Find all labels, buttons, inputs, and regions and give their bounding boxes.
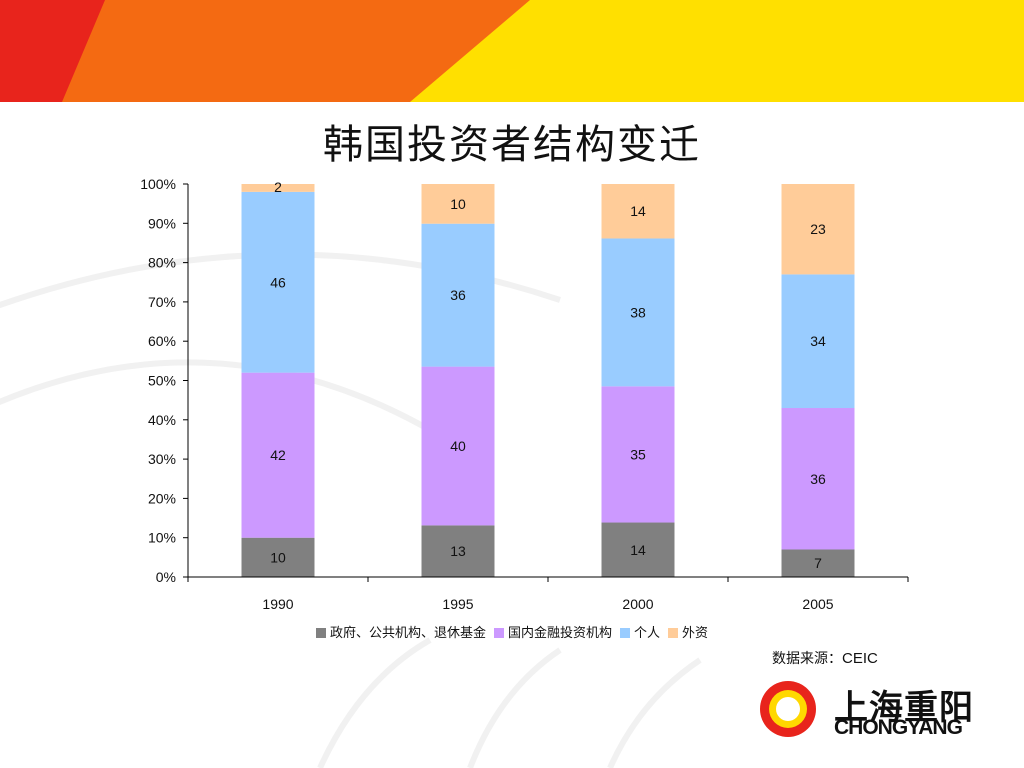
data-label: 36: [450, 287, 466, 303]
x-tick-label: 2005: [802, 596, 833, 612]
legend-label: 政府、公共机构、退休基金: [329, 626, 486, 641]
data-label: 36: [810, 471, 826, 487]
legend-label: 国内金融投资机构: [507, 626, 612, 641]
source-value: CEIC: [842, 650, 878, 667]
bar-segment: [241, 537, 315, 577]
y-tick-label: 80%: [148, 255, 176, 271]
header-red-band: [0, 0, 105, 102]
y-tick-label: 40%: [148, 412, 176, 428]
data-label: 40: [450, 438, 466, 454]
x-tick-label: 1995: [442, 596, 473, 612]
y-tick-label: 20%: [148, 490, 176, 506]
legend-label: 外资: [682, 626, 709, 641]
data-label: 42: [270, 447, 286, 463]
brand-name-en: CHONGYANG: [834, 716, 963, 739]
bar-segment: [601, 386, 675, 523]
legend-item: 政府、公共机构、退休基金: [315, 622, 486, 641]
bar-segment: [421, 366, 495, 526]
data-label: 23: [810, 221, 826, 237]
header-orange-band: [0, 0, 530, 102]
y-tick-label: 90%: [148, 215, 176, 231]
bar-segment: [781, 408, 855, 550]
bar-segment: [601, 184, 675, 239]
brand-name-cn: 上海重阳: [834, 688, 974, 728]
data-label: 13: [450, 543, 466, 559]
bar-segment: [241, 184, 315, 192]
y-tick-label: 70%: [148, 294, 176, 310]
source-label: 数据来源：: [772, 651, 842, 667]
bar-segment: [241, 191, 315, 373]
legend-label: 个人: [634, 626, 661, 641]
y-tick-label: 50%: [148, 373, 176, 389]
bar-segment: [781, 549, 855, 577]
y-tick-label: 0%: [156, 569, 176, 585]
legend-item: 外资: [668, 622, 708, 641]
bar-segment: [601, 522, 675, 577]
x-tick-label: 1990: [262, 596, 293, 612]
bar-segment: [781, 184, 855, 275]
y-tick-label: 10%: [148, 530, 176, 546]
data-label: 34: [810, 333, 826, 349]
data-label: 10: [450, 196, 466, 212]
bar-segment: [421, 525, 495, 577]
y-tick-label: 30%: [148, 451, 176, 467]
data-source: 数据来源：CEIC: [772, 648, 878, 668]
data-label: 2: [274, 179, 282, 195]
y-tick-label: 60%: [148, 333, 176, 349]
legend-swatch: [315, 628, 326, 638]
data-label: 7: [814, 555, 822, 571]
bar-segment: [241, 372, 315, 538]
data-label: 14: [630, 542, 646, 558]
chongyang-logo-icon: [760, 681, 816, 737]
bar-segment: [601, 238, 675, 387]
legend-item: 国内金融投资机构: [493, 622, 612, 641]
bar-segment: [421, 184, 495, 224]
data-label: 46: [270, 274, 286, 290]
data-label: 38: [630, 304, 646, 320]
legend-swatch: [620, 628, 630, 638]
chart-legend: 政府、公共机构、退休基金 国内金融投资机构 个人 外资: [0, 622, 1024, 641]
data-label: 35: [630, 446, 646, 462]
x-tick-label: 2000: [622, 596, 653, 612]
legend-item: 个人: [620, 622, 660, 641]
data-label: 10: [270, 549, 286, 565]
legend-swatch: [668, 628, 679, 638]
page-title: 韩国投资者结构变迁: [323, 122, 701, 168]
bar-segment: [781, 274, 855, 409]
data-label: 14: [630, 203, 646, 219]
legend-swatch: [493, 628, 504, 638]
bar-segment: [421, 223, 495, 367]
y-tick-label: 100%: [140, 176, 176, 192]
